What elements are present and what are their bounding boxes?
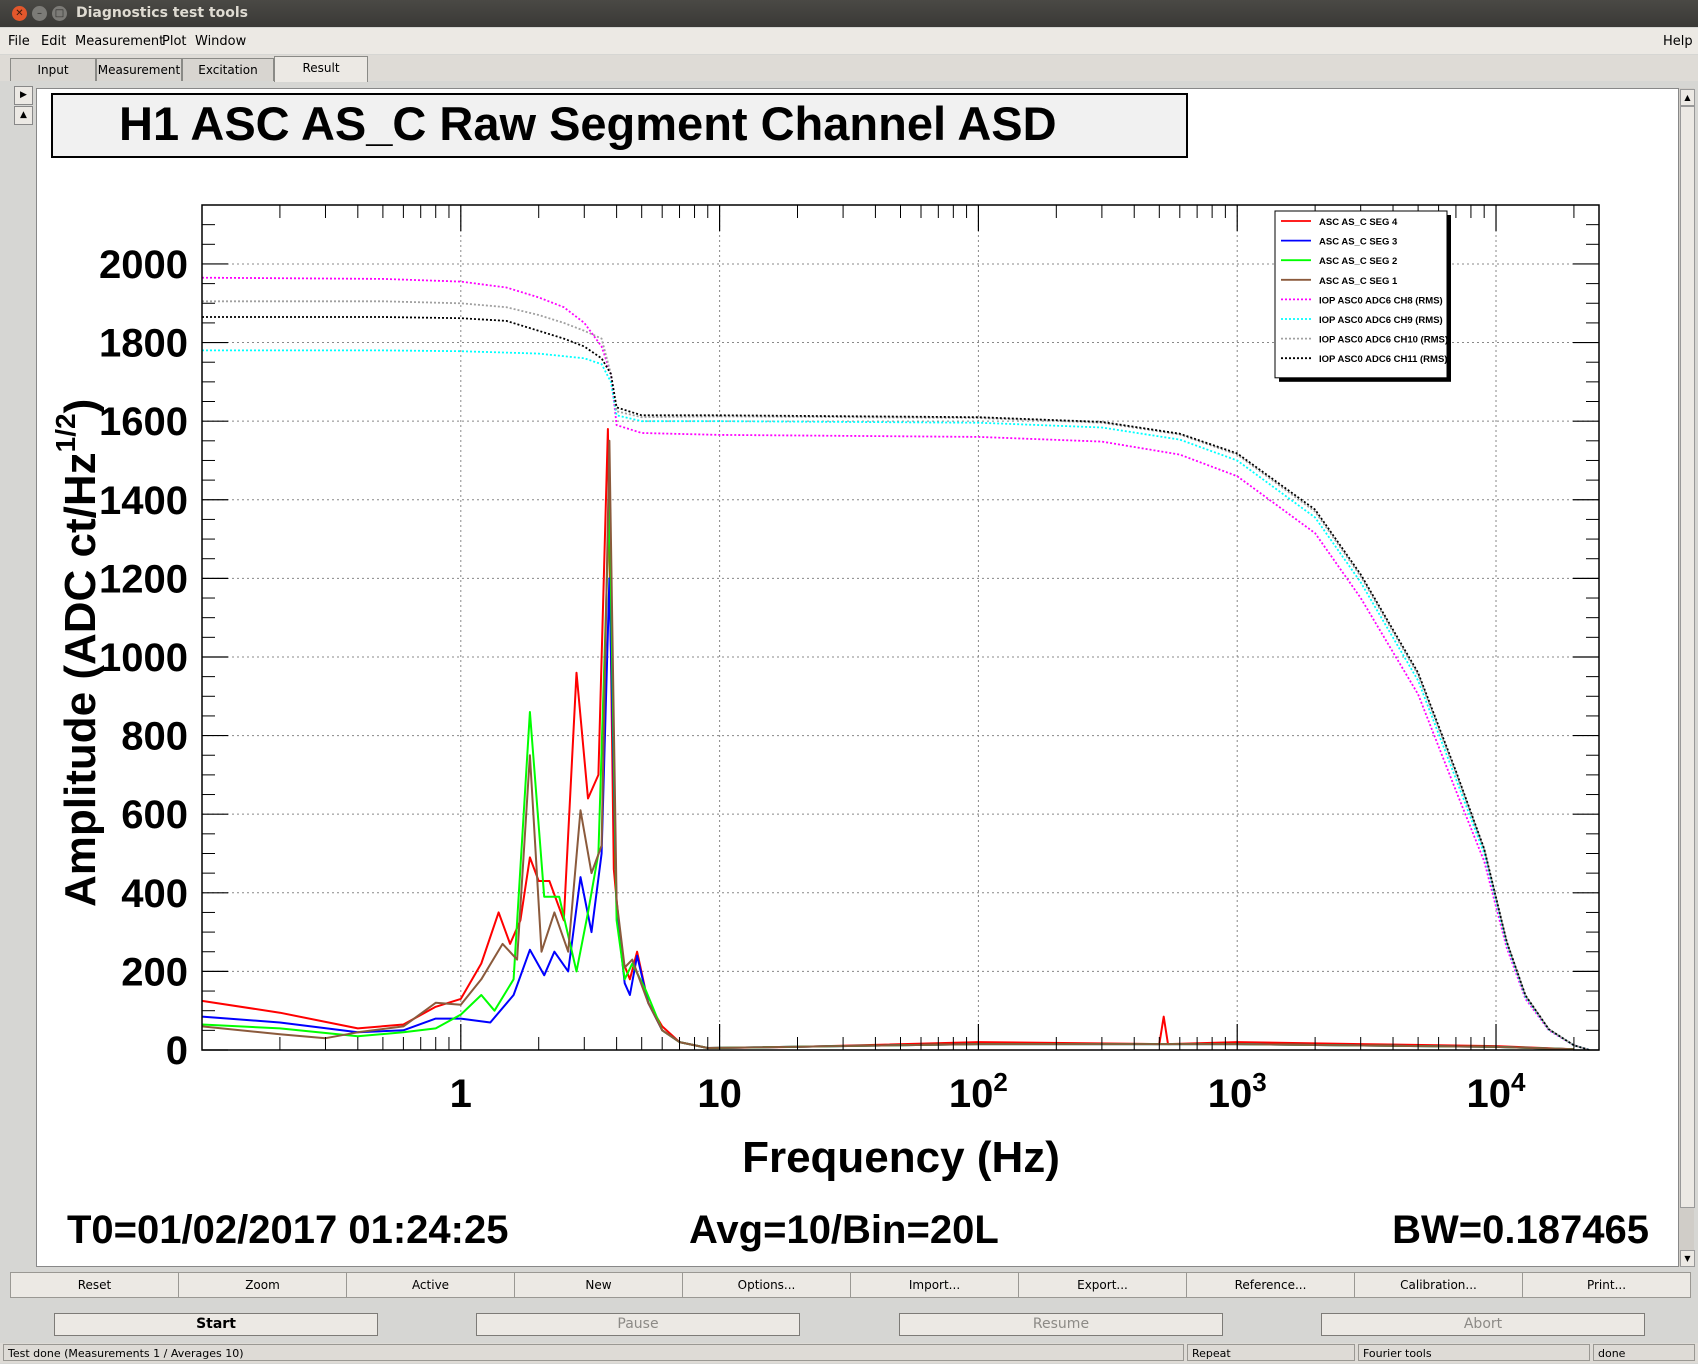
x-tick-label: 103 — [1208, 1067, 1267, 1116]
tab-input[interactable]: Input — [10, 58, 96, 81]
status-state: done — [1593, 1344, 1695, 1361]
x-tick-labels: 1 10 102 103 104 — [450, 1067, 1526, 1116]
y-axis-label-sup: 1/2 — [50, 413, 81, 452]
expand-right-icon[interactable]: ▶ — [14, 86, 33, 105]
start-button[interactable]: Start — [54, 1313, 378, 1336]
resume-button[interactable]: Resume — [899, 1313, 1223, 1336]
series-line-8 — [202, 316, 1590, 1051]
status-tool: Fourier tools — [1358, 1344, 1590, 1361]
y-tick-label: 1000 — [99, 636, 188, 680]
menu-edit[interactable]: Edit — [41, 34, 67, 49]
chart-grid — [202, 205, 1599, 1050]
menu-bar: File Edit Measurement Plot Window Help — [0, 28, 1698, 54]
scrollbar-thumb[interactable] — [1680, 106, 1695, 1208]
y-tick-label: 1800 — [99, 322, 188, 366]
legend-label: ASC AS_C SEG 2 — [1319, 256, 1397, 267]
series-line-5 — [201, 276, 1590, 1051]
y-tick-label: 200 — [121, 950, 188, 994]
plot-canvas[interactable]: 1 10 102 103 104 0 200 400 600 800 1000 1200 1400 16… — [36, 88, 1679, 1267]
x-tick-label: 10 — [697, 1072, 742, 1116]
status-message: Test done (Measurements 1 / Averages 10) — [3, 1344, 1184, 1361]
legend-label: ASC AS_C SEG 3 — [1319, 237, 1397, 248]
window-title: Diagnostics test tools — [76, 5, 248, 21]
legend-label: IOP ASC0 ADC6 CH8 (RMS) — [1319, 295, 1443, 306]
bw-text: BW=0.187465 — [1392, 1208, 1649, 1252]
maximize-window-icon[interactable]: □ — [52, 6, 67, 21]
y-axis-label-close: ) — [56, 399, 105, 414]
scroll-down-icon[interactable]: ▼ — [1680, 1250, 1695, 1267]
window-titlebar: ✕ – □ Diagnostics test tools — [0, 0, 1698, 27]
abort-button[interactable]: Abort — [1321, 1313, 1645, 1336]
tab-bar: Input Measurement Excitation Result — [0, 55, 1698, 82]
zoom-button[interactable]: Zoom — [178, 1272, 347, 1298]
y-tick-label: 800 — [121, 715, 188, 759]
menu-measurement[interactable]: Measurement — [75, 34, 165, 49]
legend-label: ASC AS_C SEG 4 — [1319, 217, 1398, 228]
close-window-icon[interactable]: ✕ — [12, 6, 27, 21]
asd-chart[interactable]: 1 10 102 103 104 0 200 400 600 800 1000 1200 1400 16… — [37, 89, 1678, 1266]
menu-plot[interactable]: Plot — [162, 34, 187, 49]
t0-text: T0=01/02/2017 01:24:25 — [67, 1208, 508, 1252]
status-repeat: Repeat — [1187, 1344, 1355, 1361]
x-tick-label: 1 — [450, 1072, 472, 1116]
y-tick-label: 400 — [121, 872, 188, 916]
chart-ticks — [202, 204, 1599, 1051]
series-line-4 — [201, 439, 1574, 1051]
x-axis-label: Frequency (Hz) — [742, 1133, 1060, 1182]
chart-series — [201, 276, 1590, 1051]
options-button[interactable]: Options... — [682, 1272, 851, 1298]
y-tick-label: 1600 — [99, 400, 188, 444]
menu-help[interactable]: Help — [1663, 34, 1693, 49]
status-bar: Test done (Measurements 1 / Averages 10)… — [0, 1343, 1698, 1363]
avg-text: Avg=10/Bin=20L — [689, 1208, 999, 1252]
y-tick-label: 600 — [121, 793, 188, 837]
chart-title-box — [51, 93, 1188, 158]
y-tick-label: 0 — [166, 1029, 188, 1073]
series-line-6 — [202, 349, 1590, 1051]
legend-label: IOP ASC0 ADC6 CH10 (RMS) — [1319, 335, 1448, 346]
legend-label: ASC AS_C SEG 1 — [1319, 276, 1398, 287]
vertical-scrollbar[interactable]: ▲ ▼ — [1679, 88, 1695, 1267]
scroll-up-icon[interactable]: ▲ — [1680, 89, 1695, 106]
chart-legend: ASC AS_C SEG 4 ASC AS_C SEG 3 ASC AS_C SEG… — [1274, 210, 1451, 382]
pause-button[interactable]: Pause — [476, 1313, 800, 1336]
minimize-window-icon[interactable]: – — [32, 6, 47, 21]
import-button[interactable]: Import... — [850, 1272, 1019, 1298]
tab-excitation[interactable]: Excitation — [182, 58, 274, 81]
calibration-button[interactable]: Calibration... — [1354, 1272, 1523, 1298]
y-tick-label: 1200 — [99, 557, 188, 601]
y-tick-label: 1400 — [99, 479, 188, 523]
legend-label: IOP ASC0 ADC6 CH11 (RMS) — [1319, 354, 1447, 365]
legend-label: IOP ASC0 ADC6 CH9 (RMS) — [1319, 315, 1443, 326]
new-button[interactable]: New — [514, 1272, 683, 1298]
menu-window[interactable]: Window — [195, 34, 247, 49]
series-line-1 — [201, 428, 1574, 1051]
menu-file[interactable]: File — [8, 34, 30, 49]
print-button[interactable]: Print... — [1522, 1272, 1691, 1298]
y-tick-label: 2000 — [99, 243, 188, 287]
y-axis-label: Amplitude (ADC ct/Hz1/2) — [50, 399, 105, 907]
x-tick-label: 102 — [949, 1067, 1008, 1116]
reference-button[interactable]: Reference... — [1186, 1272, 1355, 1298]
x-tick-label: 104 — [1467, 1067, 1527, 1116]
plot-toolbar: Reset Zoom Active New Options... Import.… — [10, 1272, 1691, 1298]
y-axis-label-main: Amplitude (ADC ct/Hz — [56, 452, 105, 907]
export-button[interactable]: Export... — [1018, 1272, 1187, 1298]
control-bar: Start Pause Resume Abort — [0, 1302, 1698, 1342]
tab-measurement[interactable]: Measurement — [96, 58, 182, 81]
series-line-3 — [201, 498, 1574, 1051]
active-button[interactable]: Active — [346, 1272, 515, 1298]
reset-button[interactable]: Reset — [10, 1272, 179, 1298]
legend-box — [1274, 210, 1448, 379]
chart-title: H1 ASC AS_C Raw Segment Channel ASD — [119, 97, 1057, 150]
y-tick-labels: 0 200 400 600 800 1000 1200 1400 1600 1800 2000 — [99, 243, 188, 1073]
tab-result[interactable]: Result — [274, 56, 368, 82]
series-line-7 — [202, 300, 1590, 1051]
expand-up-icon[interactable]: ▲ — [14, 106, 33, 125]
